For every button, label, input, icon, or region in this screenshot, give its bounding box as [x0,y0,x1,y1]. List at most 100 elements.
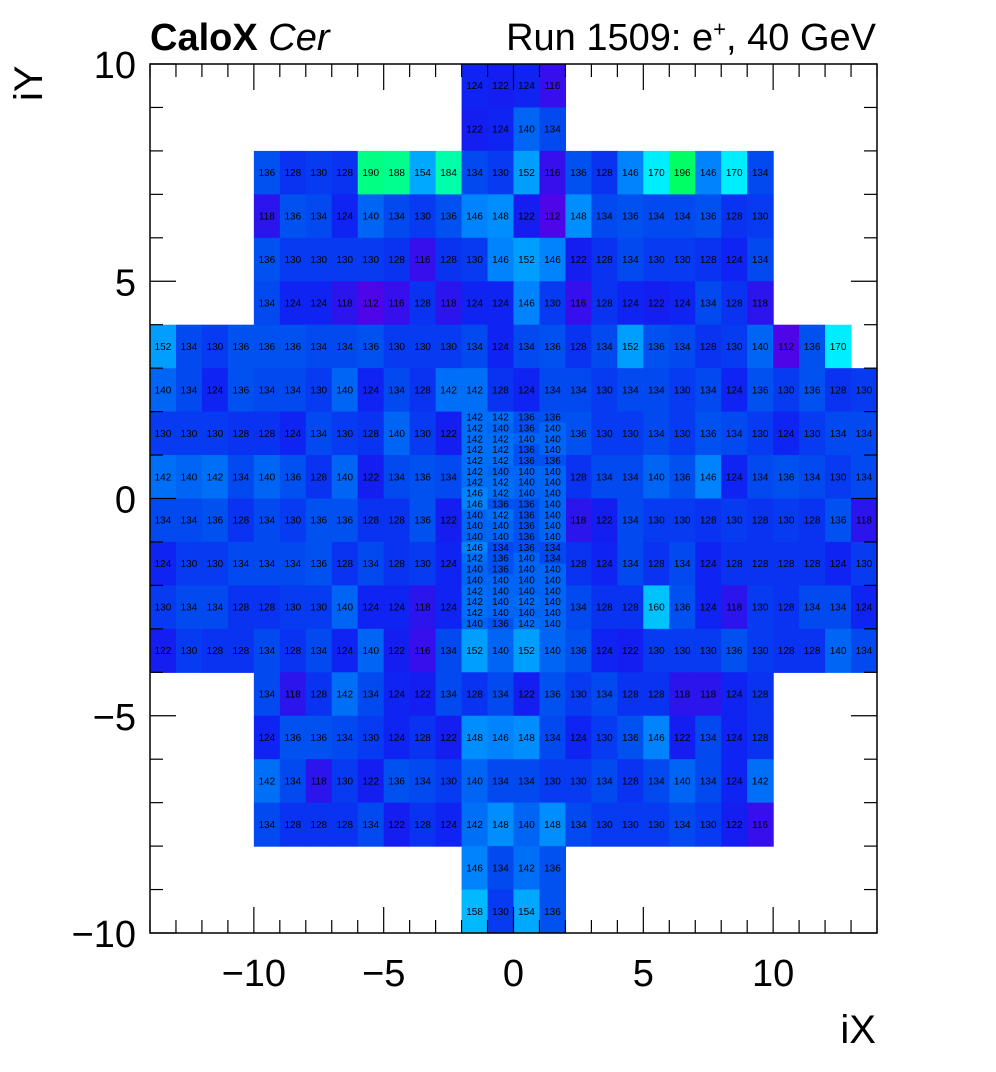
cell-value-label: 128 [284,646,301,657]
heatmap-cell [591,281,618,326]
heatmap-cell [253,802,281,847]
heatmap-cell [461,107,489,152]
heatmap-cell [773,585,800,630]
x-tick-label: −5 [362,953,405,995]
heatmap-cell [513,107,541,152]
heatmap-cell [851,628,878,673]
fine-cell-value-label: 140 [518,575,535,586]
heatmap-cell [851,585,878,630]
heatmap-cell [305,585,333,630]
heatmap-cell [747,715,774,760]
y-axis-label: iY [7,65,51,101]
cell-value-label: 134 [440,472,457,483]
heatmap-cell [409,455,437,500]
cell-value-label: 118 [674,690,690,701]
heatmap-cell [643,672,670,717]
heatmap-cell [799,455,826,500]
heatmap-cell [721,585,748,630]
fine-heatmap-cell [487,476,515,489]
cell-value-label: 140 [362,646,379,657]
heatmap-cell [461,715,489,760]
fine-heatmap-cell [487,433,515,445]
heatmap-cell [695,802,722,847]
heatmap-cell [331,585,359,630]
cell-value-label: 124 [362,603,379,614]
y-tick-label: 5 [115,262,136,304]
heatmap-cell [539,715,567,760]
cell-value-label: 134 [258,516,275,527]
fine-heatmap-cell [513,617,541,630]
fine-cell-value-label: 142 [492,456,509,467]
cell-value-label: 134 [258,820,275,831]
heatmap-cell [513,64,541,109]
heatmap-cell [253,194,281,239]
cell-value-label: 146 [492,255,509,266]
y-tick-label: 10 [94,45,136,87]
heatmap-cell [357,194,385,239]
heatmap-cell [669,759,696,804]
cell-value-label: 124 [284,429,301,440]
heatmap-cell [565,281,592,326]
heatmap-cell [591,672,618,717]
fine-heatmap-cell [539,422,567,434]
heatmap-cell [591,455,618,500]
cell-value-label: 136 [570,646,587,657]
fine-cell-value-label: 140 [544,423,561,434]
cell-value-label: 128 [336,820,353,831]
heatmap-cell [591,802,618,847]
fine-heatmap-cell [539,433,567,445]
cell-value-label: 128 [570,559,587,570]
cell-value-label: 122 [414,690,431,701]
heatmap-cell [227,455,255,500]
heatmap-cell [383,150,411,195]
cell-value-label: 130 [414,212,431,223]
cell-value-label: 170 [830,342,847,353]
cell-value-label: 134 [596,472,613,483]
heatmap-cell [513,759,541,804]
cell-value-label: 130 [596,733,613,744]
cell-value-label: 128 [570,472,587,483]
cell-value-label: 140 [648,472,665,483]
fine-cell-value-label: 142 [466,597,483,608]
heatmap-cell [617,194,644,239]
heatmap-cell [435,541,463,586]
fine-cell-value-label: 140 [518,467,535,478]
cell-value-label: 136 [233,385,250,396]
cell-value-label: 134 [856,646,873,657]
cell-value-label: 128 [310,690,327,701]
cell-value-label: 130 [284,603,301,614]
cell-value-label: 134 [648,776,665,787]
cell-value-label: 128 [804,646,821,657]
cell-value-label: 134 [830,603,847,614]
heatmap-cell [253,368,281,413]
cell-value-label: 140 [752,342,769,353]
heatmap-cell [383,324,411,369]
cell-value-label: 124 [830,559,847,570]
heatmap-cell [409,715,437,760]
cell-value-label: 130 [310,385,327,396]
fine-cell-value-label: 136 [518,445,535,456]
cell-value-label: 130 [155,603,172,614]
heatmap-cell [435,368,463,413]
heatmap-cell [539,672,567,717]
cell-value-label: 148 [492,820,509,831]
heatmap-cell [435,150,463,195]
heatmap-cell [669,368,696,413]
cell-value-label: 130 [414,559,431,570]
fine-cell-value-label: 140 [492,597,509,608]
heatmap-cell [150,368,177,413]
heatmap-cell [175,498,203,543]
cell-value-label: 124 [310,298,327,309]
cell-value-label: 134 [544,733,561,744]
cell-value-label: 128 [752,690,769,701]
heatmap-cell [565,368,592,413]
fine-heatmap-cell [461,585,489,597]
cell-value-label: 134 [310,342,327,353]
fine-cell-value-label: 140 [518,608,535,619]
heatmap-cell [747,150,774,195]
heatmap-cell [721,324,748,369]
cell-value-label: 134 [596,342,613,353]
cell-value-label: 134 [284,776,301,787]
heatmap-cell [669,715,696,760]
fine-heatmap-cell [539,487,567,499]
